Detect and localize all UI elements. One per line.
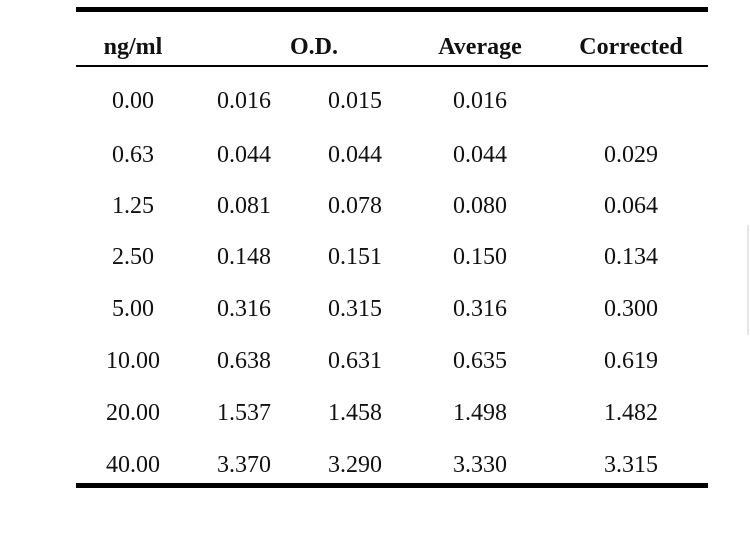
cell-average: 0.080	[453, 193, 507, 219]
cell-corrected: 3.315	[604, 452, 658, 478]
cell-od-1: 0.044	[217, 142, 271, 168]
cell-average: 3.330	[453, 452, 507, 478]
cell-od-1: 0.638	[217, 348, 271, 374]
cell-corrected: 0.064	[604, 193, 658, 219]
cell-od-1: 1.537	[217, 400, 271, 426]
cell-od-2: 0.015	[328, 88, 382, 114]
page-edge-mark	[747, 225, 749, 335]
cell-concentration: 0.00	[112, 88, 154, 114]
cell-concentration: 10.00	[106, 348, 160, 374]
table-top-rule	[76, 7, 708, 12]
cell-corrected: 1.482	[604, 400, 658, 426]
cell-corrected: 0.134	[604, 244, 658, 270]
header-corrected: Corrected	[579, 34, 683, 60]
cell-od-2: 3.290	[328, 452, 382, 478]
cell-od-2: 0.078	[328, 193, 382, 219]
header-average: Average	[438, 34, 522, 60]
cell-od-1: 0.316	[217, 296, 271, 322]
cell-concentration: 0.63	[112, 142, 154, 168]
cell-average: 0.016	[453, 88, 507, 114]
cell-corrected: 0.029	[604, 142, 658, 168]
cell-concentration: 5.00	[112, 296, 154, 322]
cell-average: 0.150	[453, 244, 507, 270]
header-concentration: ng/ml	[103, 34, 163, 60]
cell-od-2: 0.631	[328, 348, 382, 374]
cell-od-1: 0.148	[217, 244, 271, 270]
cell-average: 1.498	[453, 400, 507, 426]
cell-concentration: 20.00	[106, 400, 160, 426]
cell-concentration: 40.00	[106, 452, 160, 478]
cell-concentration: 1.25	[112, 193, 154, 219]
cell-average: 0.044	[453, 142, 507, 168]
cell-od-2: 0.044	[328, 142, 382, 168]
cell-average: 0.316	[453, 296, 507, 322]
cell-od-2: 0.151	[328, 244, 382, 270]
cell-od-1: 3.370	[217, 452, 271, 478]
header-od: O.D.	[290, 34, 338, 60]
cell-od-2: 1.458	[328, 400, 382, 426]
cell-od-1: 0.081	[217, 193, 271, 219]
table-header-rule	[76, 65, 708, 67]
cell-concentration: 2.50	[112, 244, 154, 270]
cell-od-1: 0.016	[217, 88, 271, 114]
cell-corrected: 0.300	[604, 296, 658, 322]
cell-od-2: 0.315	[328, 296, 382, 322]
cell-corrected: 0.619	[604, 348, 658, 374]
cell-average: 0.635	[453, 348, 507, 374]
table-bottom-rule	[76, 483, 708, 488]
